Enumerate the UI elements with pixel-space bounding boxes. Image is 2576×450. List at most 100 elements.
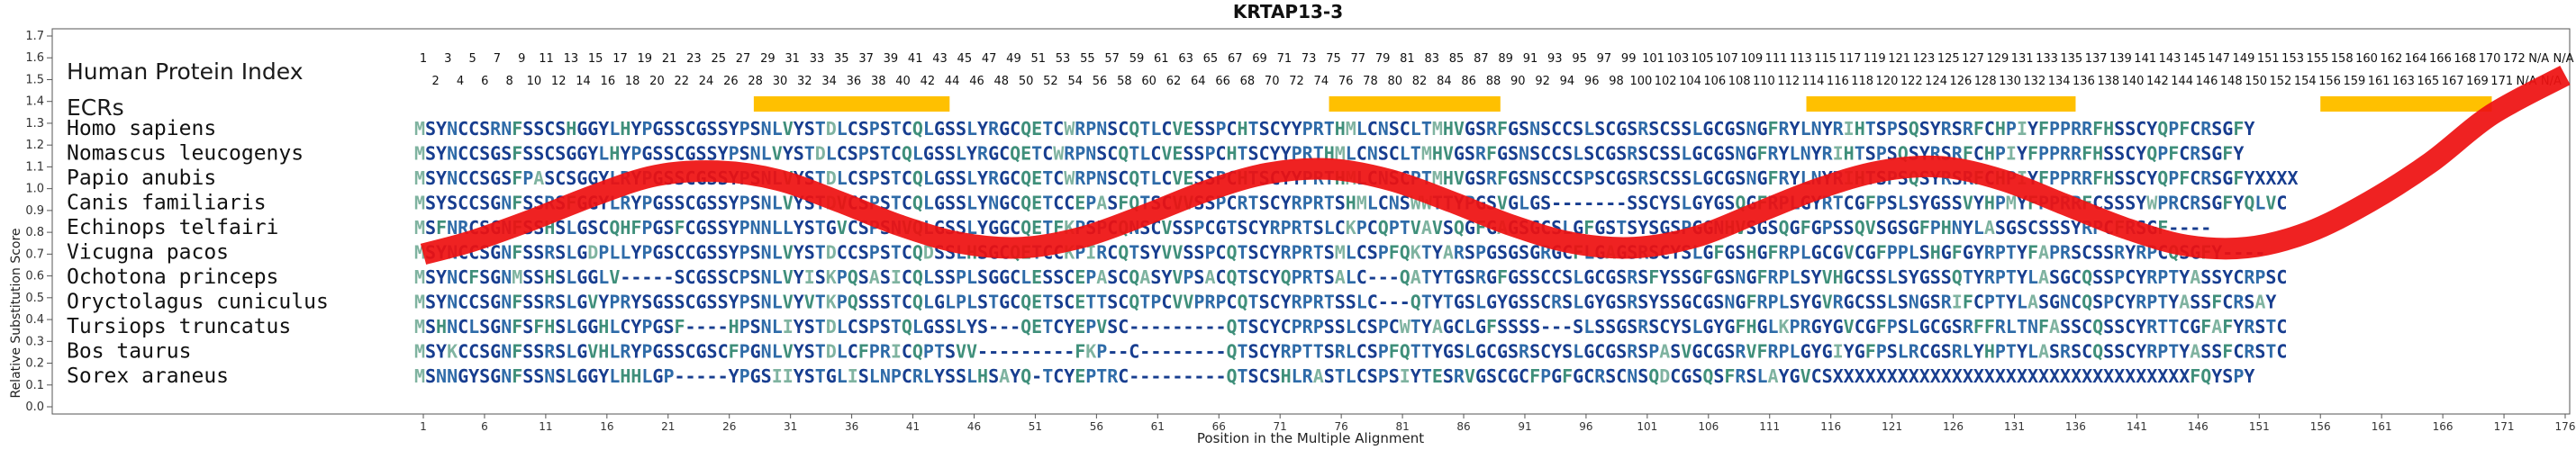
residue: G	[2190, 316, 2200, 338]
human-index-odd: 147	[2208, 52, 2230, 66]
human-index-odd: 99	[1621, 52, 1637, 66]
residue: D	[826, 167, 837, 189]
residue: Y	[2244, 365, 2254, 387]
residue: -	[988, 341, 999, 363]
residue: M	[414, 193, 425, 214]
residue: C	[1053, 316, 1064, 338]
residue: R	[544, 341, 556, 363]
residue: S	[1346, 292, 1356, 313]
x-axis-ticks: 1 6 11 16 21 26 31 36 41 46 51 56 61 66 71 76 81 86 91 96 10…	[420, 414, 2575, 433]
residue: Q	[1020, 217, 1031, 238]
residue: A	[1313, 365, 1324, 387]
residue: C	[2276, 266, 2287, 288]
residue: C	[1551, 266, 1562, 288]
residue: H	[630, 365, 641, 387]
residue: S	[425, 118, 436, 140]
residue: F	[2233, 167, 2244, 189]
residue: X	[2276, 167, 2287, 189]
residue: S	[2244, 292, 2254, 313]
residue: C	[848, 217, 858, 238]
residue: C	[2082, 316, 2092, 338]
residue: G	[1811, 242, 1822, 264]
residue: V	[1963, 193, 1973, 214]
human-index-odd: 131	[2011, 52, 2034, 66]
residue: S	[1941, 341, 1952, 363]
human-index-even: 138	[2097, 75, 2119, 88]
residue: S	[2211, 266, 2222, 288]
residue: P	[1193, 217, 1204, 238]
residue: A	[1432, 316, 1443, 338]
residue: I	[848, 365, 858, 387]
residue: R	[1800, 316, 1812, 338]
residue: C	[1118, 266, 1129, 288]
residue: W	[2146, 193, 2158, 214]
residue: F	[858, 341, 869, 363]
residue: -	[1064, 341, 1075, 363]
residue: C	[1118, 167, 1129, 189]
residue: S	[750, 266, 761, 288]
residue: S	[1465, 143, 1475, 165]
residue: -	[1389, 266, 1400, 288]
residue: P	[1378, 242, 1389, 264]
residue: F	[1757, 341, 1768, 363]
residue: -	[2200, 217, 2211, 238]
residue: S	[1519, 242, 1529, 264]
residue: C	[1107, 143, 1118, 165]
residue: I	[1085, 242, 1096, 264]
residue: S	[804, 217, 815, 238]
residue: G	[2222, 118, 2233, 140]
residue: S	[1335, 316, 1346, 338]
residue: A	[2211, 316, 2222, 338]
residue: G	[1724, 118, 1735, 140]
human-index-even: 80	[1387, 75, 1402, 88]
residue: Y	[1432, 341, 1443, 363]
residue: S	[1519, 118, 1529, 140]
human-index-numbers: 1 3 5 7 9 11 13 15 17 19 21 23 25 27 29 31 33 35 37 39 41 43 4…	[420, 52, 2574, 88]
residue: S	[1627, 316, 1637, 338]
residue: C	[1855, 266, 1865, 288]
residue: X	[2082, 365, 2092, 387]
residue: F	[1562, 365, 1573, 387]
residue: Y	[468, 365, 479, 387]
human-index-odd: 69	[1252, 52, 1267, 66]
residue: G	[576, 316, 587, 338]
residue: G	[1692, 143, 1702, 165]
residue: G	[934, 193, 945, 214]
residue: I	[891, 266, 902, 288]
residue: G	[1790, 365, 1800, 387]
residue: -	[1172, 365, 1183, 387]
residue: C	[1605, 167, 1616, 189]
residue: L	[566, 266, 576, 288]
human-index-odd: 81	[1400, 52, 1415, 66]
residue: S	[501, 143, 512, 165]
residue: L	[945, 292, 956, 313]
residue: R	[1519, 341, 1530, 363]
human-index-even: 50	[1019, 75, 1034, 88]
residue: P	[1378, 316, 1389, 338]
residue: C	[1118, 316, 1129, 338]
residue: L	[837, 365, 848, 387]
residue: Y	[1594, 292, 1605, 313]
residue: P	[739, 193, 750, 214]
x-tick-label: 91	[1518, 420, 1531, 433]
residue: R	[1768, 266, 1780, 288]
residue: H	[620, 118, 630, 140]
ecr-bar	[753, 96, 950, 112]
residue: T	[1833, 193, 1844, 214]
residue: R	[912, 365, 924, 387]
residue: S	[1952, 193, 1963, 214]
human-index-odd: 55	[1080, 52, 1095, 66]
residue: G	[1508, 292, 1519, 313]
residue: C	[2125, 266, 2136, 288]
residue: T	[1031, 143, 1042, 165]
residue: T	[1085, 292, 1096, 313]
residue: T	[1421, 266, 1432, 288]
residue: T	[880, 143, 891, 165]
residue: X	[2049, 365, 2060, 387]
residue: V	[1800, 365, 1811, 387]
residue: S	[2103, 242, 2114, 264]
residue: Y	[1259, 217, 1270, 238]
residue: -	[1389, 292, 1400, 313]
residue: -	[652, 266, 663, 288]
residue: Y	[1281, 292, 1292, 313]
